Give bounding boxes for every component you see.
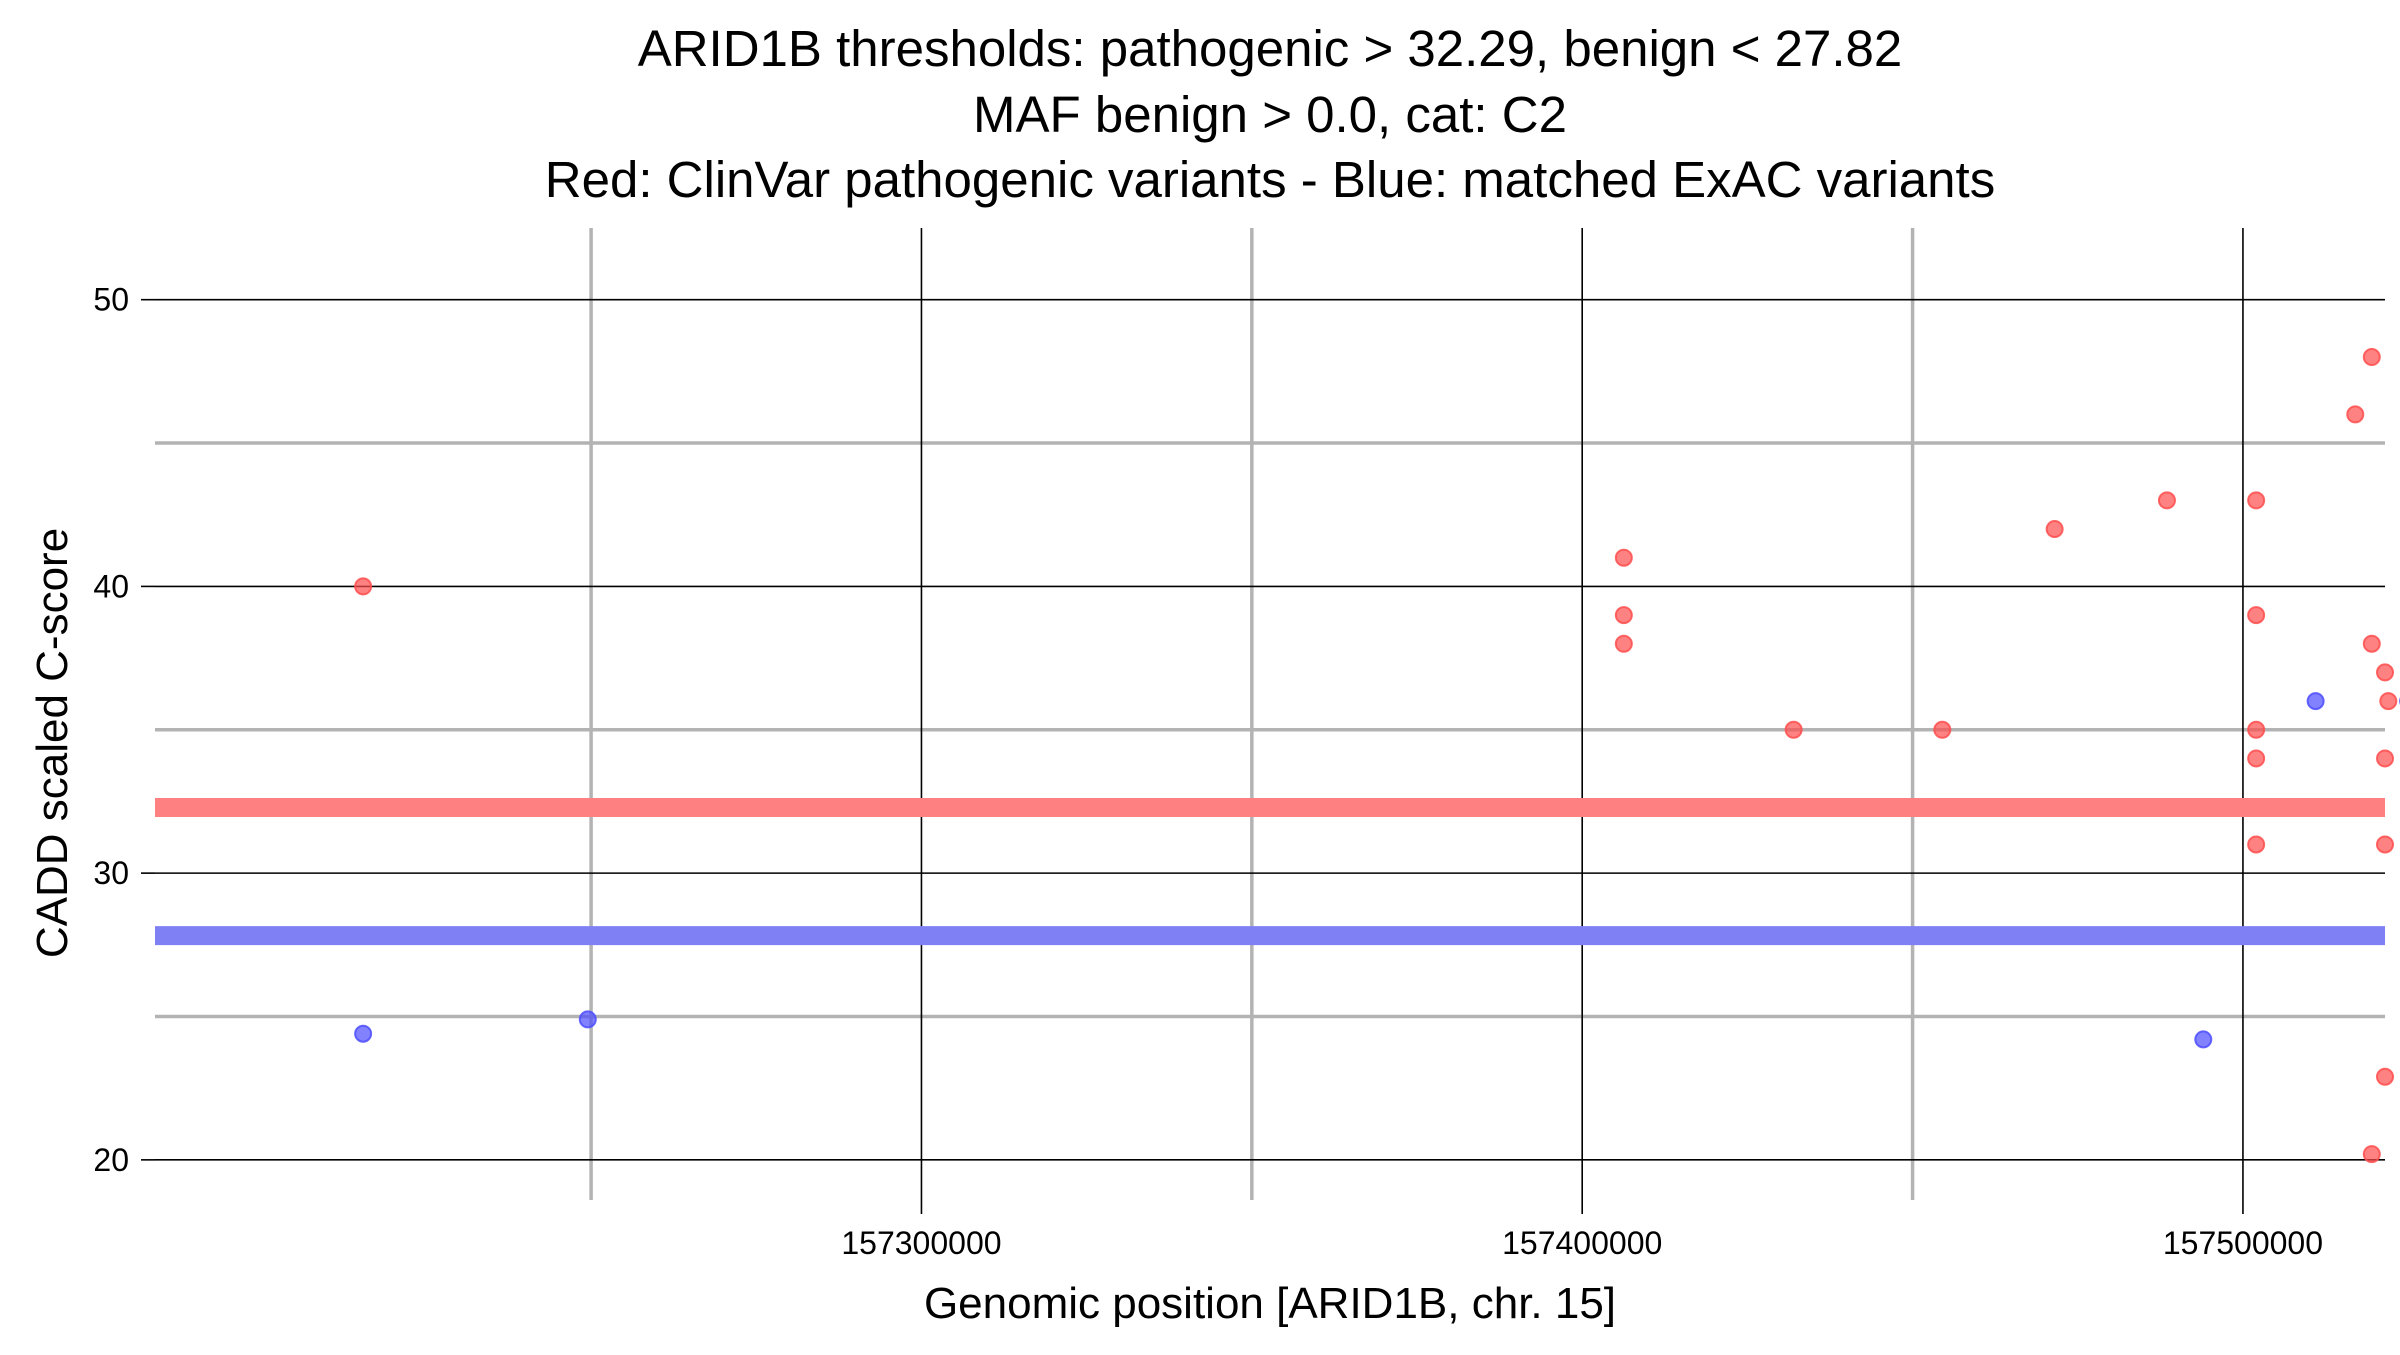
y-tick-label: 50	[93, 282, 129, 318]
data-point	[2247, 606, 2266, 625]
threshold-lines	[155, 797, 2385, 946]
x-axis-title: Genomic position [ARID1B, chr. 15]	[924, 1279, 1616, 1328]
chart-title: ARID1B thresholds: pathogenic > 32.29, b…	[545, 20, 1995, 208]
gridlines	[155, 228, 2385, 1200]
data-point	[2376, 835, 2394, 854]
x-tick-label: 157300000	[841, 1225, 1001, 1261]
data-point	[1933, 720, 1952, 739]
title-line-1: ARID1B thresholds: pathogenic > 32.29, b…	[638, 20, 1903, 77]
data-point	[2306, 692, 2325, 711]
data-point	[2376, 1067, 2394, 1086]
title-line-2: MAF benign > 0.0, cat: C2	[973, 86, 1567, 143]
data-point	[2247, 835, 2266, 854]
data-point	[2045, 520, 2064, 539]
data-point	[2362, 1145, 2381, 1164]
data-point	[1614, 606, 1633, 625]
y-axis-ticks: 20 30 40 50	[93, 282, 155, 1178]
title-line-3: Red: ClinVar pathogenic variants - Blue:…	[545, 151, 1995, 208]
data-point	[2157, 491, 2176, 510]
data-point	[2376, 663, 2394, 682]
data-point	[354, 1024, 373, 1043]
data-point	[2247, 720, 2266, 739]
data-point	[2247, 491, 2266, 510]
y-tick-label: 20	[93, 1142, 129, 1178]
x-tick-label: 157500000	[2163, 1225, 2323, 1261]
data-point	[578, 1010, 597, 1029]
y-axis-title: CADD scaled C-score	[28, 528, 77, 958]
data-point	[1614, 548, 1633, 567]
data-point	[2379, 692, 2398, 711]
series-1-points	[354, 692, 2400, 1049]
data-points	[354, 348, 2400, 1164]
data-point	[2362, 348, 2381, 367]
data-point	[2376, 749, 2394, 768]
data-point	[1614, 634, 1633, 653]
data-point	[1784, 720, 1803, 739]
series-0-points	[354, 348, 2398, 1164]
data-point	[354, 577, 373, 596]
data-point	[2346, 405, 2365, 424]
data-point	[2194, 1030, 2213, 1049]
data-point	[2247, 749, 2266, 768]
x-axis-ticks: 157300000 157400000 157500000	[841, 1200, 2323, 1261]
y-tick-label: 40	[93, 568, 129, 604]
x-tick-label: 157400000	[1502, 1225, 1662, 1261]
y-tick-label: 30	[93, 855, 129, 891]
data-point	[2362, 634, 2381, 653]
